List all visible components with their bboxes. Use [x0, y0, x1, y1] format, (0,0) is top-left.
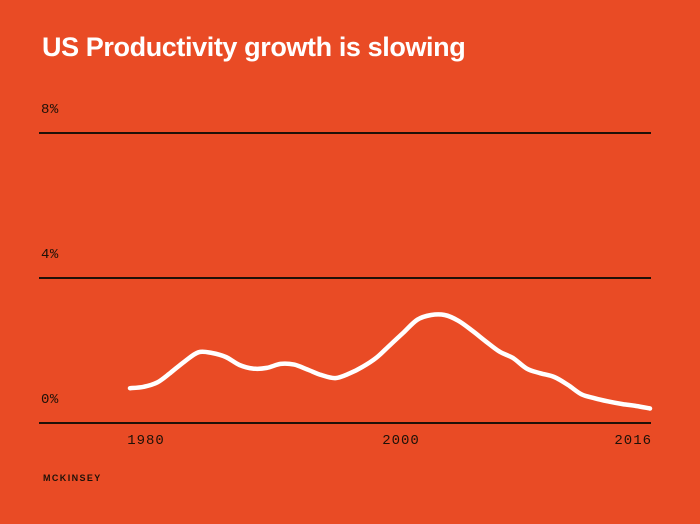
gridline-4pct — [39, 277, 651, 279]
x-axis-baseline — [39, 422, 651, 424]
x-tick-label-2000: 2000 — [382, 433, 420, 449]
y-tick-label-4pct: 4% — [41, 247, 59, 263]
y-tick-label-8pct: 8% — [41, 102, 59, 118]
y-tick-label-0pct: 0% — [41, 392, 59, 408]
chart-title: US Productivity growth is slowing — [42, 32, 466, 62]
x-tick-label-2016: 2016 — [614, 433, 652, 449]
x-tick-label-1980: 1980 — [127, 433, 165, 449]
gridline-8pct — [39, 132, 651, 134]
mckinsey-logo: MCKINSEY — [43, 473, 102, 483]
productivity-series-line — [127, 312, 653, 411]
